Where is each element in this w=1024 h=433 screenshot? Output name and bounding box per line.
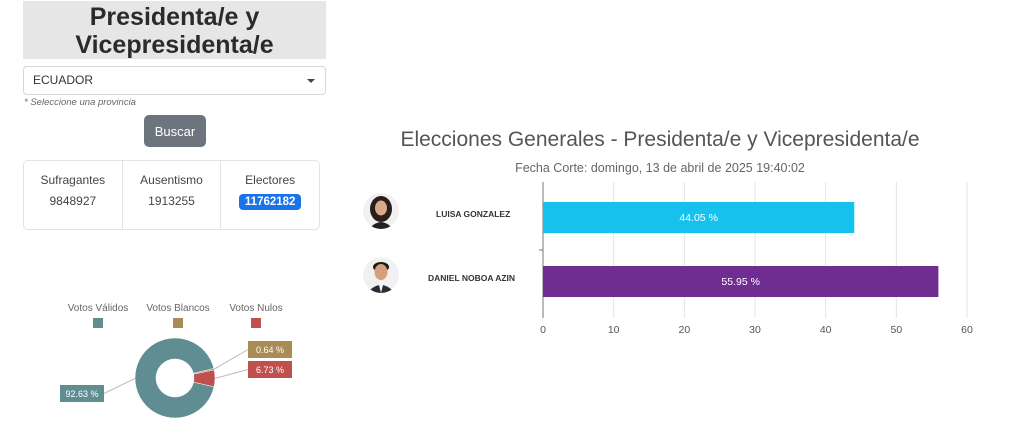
x-tick-label: 0	[540, 324, 546, 336]
candidate-label: LUISA GONZALEZ	[436, 209, 511, 219]
x-tick-label: 60	[961, 324, 973, 336]
stat-label: Electores	[245, 173, 296, 187]
candidate-label: DANIEL NOBOA AZIN	[428, 273, 516, 283]
x-tick-label: 50	[890, 324, 902, 336]
stat-sufragantes: Sufragantes 9848927	[24, 161, 123, 229]
candidate-avatar-daniel	[363, 257, 399, 293]
stat-value: 9848927	[49, 194, 97, 208]
data-label: 0.64 %	[256, 345, 284, 355]
search-button[interactable]: Buscar	[144, 115, 206, 147]
legend-swatch	[251, 318, 261, 328]
chart-title: Elecciones Generales - Presidenta/e y Vi…	[400, 128, 920, 151]
donut-slice	[134, 337, 215, 419]
data-label: 6.73 %	[256, 365, 284, 375]
results-bar-chart: 0 10 20 30 40 50 60 44.05 % 55.95 %	[539, 182, 973, 336]
bar-value-label: 44.05 %	[679, 212, 718, 224]
x-tick-label: 40	[820, 324, 832, 336]
x-tick-label: 30	[749, 324, 761, 336]
legend-label: Votos Blancos	[146, 303, 209, 314]
page-title: Presidenta/e y Vicepresidenta/e	[23, 1, 326, 59]
x-tick-label: 20	[678, 324, 690, 336]
bar-value-label: 55.95 %	[721, 276, 760, 288]
legend-swatch	[173, 318, 183, 328]
stats-panel: Sufragantes 9848927 Ausentismo 1913255 E…	[23, 160, 320, 230]
stat-electores: Electores 11762182	[221, 161, 319, 229]
leader-line	[214, 369, 249, 379]
data-label-box	[60, 385, 104, 402]
leader-line	[103, 378, 136, 394]
province-hint: * Seleccione una provincia	[24, 97, 136, 108]
votes-donut-chart: Votos Válidos Votos Blancos Votos Nulos 92.…	[60, 303, 292, 419]
chart-subtitle: Fecha Corte: domingo, 13 de abril de 202…	[515, 161, 805, 175]
x-tick-label: 10	[608, 324, 620, 336]
data-label-box	[248, 361, 292, 378]
legend-label: Votos Nulos	[229, 303, 282, 314]
legend-label: Votos Válidos	[68, 303, 129, 314]
stat-label: Sufragantes	[40, 173, 106, 187]
stat-value: 1913255	[148, 194, 195, 208]
bar	[543, 202, 855, 233]
stat-ausentismo: Ausentismo 1913255	[123, 161, 222, 229]
legend-swatch	[93, 318, 103, 328]
stat-label: Ausentismo	[140, 173, 203, 187]
bar	[543, 266, 939, 297]
province-select-value: ECUADOR	[33, 73, 94, 87]
data-label-box	[248, 341, 292, 358]
donut-slice	[193, 369, 216, 388]
electores-badge: 11762182	[238, 194, 302, 210]
chevron-down-icon	[307, 79, 315, 83]
province-select[interactable]: ECUADOR	[23, 66, 326, 95]
leader-line	[213, 349, 249, 370]
candidate-avatar-luisa	[363, 193, 399, 229]
data-label: 92.63 %	[65, 389, 98, 399]
